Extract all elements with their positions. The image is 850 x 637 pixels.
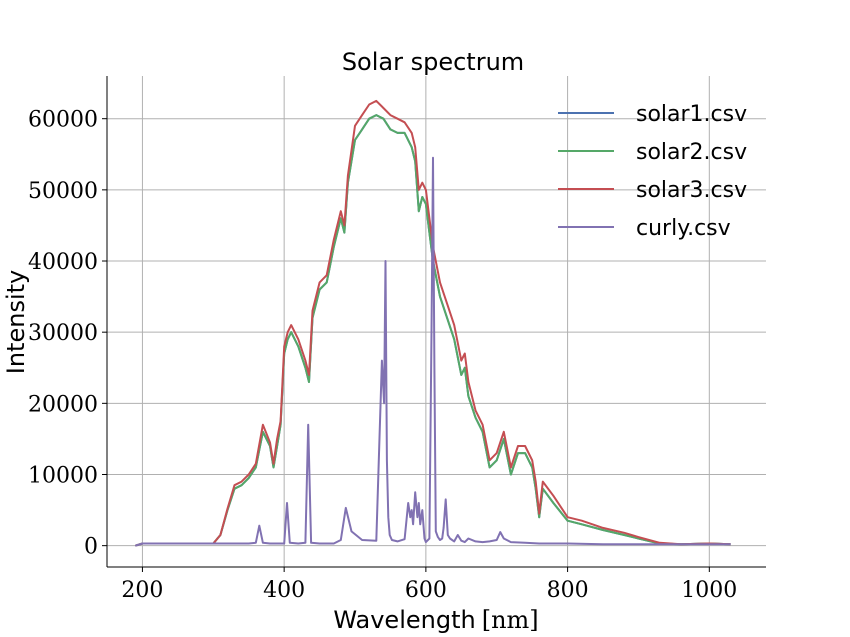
chart-title: Solar spectrum xyxy=(342,48,524,76)
legend: solar1.csv solar2.csv solar3.csv curly.csv xyxy=(558,102,747,241)
y-tick-label: 40000 xyxy=(28,250,98,275)
x-tick-label: 200 xyxy=(121,578,163,603)
y-tick-label: 30000 xyxy=(28,321,98,346)
x-tick-label: 1000 xyxy=(681,578,737,603)
x-axis-label: Wavelength [nm] xyxy=(333,606,538,634)
x-axis-label-text: Wavelength xyxy=(333,606,475,634)
y-tick-label: 10000 xyxy=(28,463,98,488)
x-tick-label: 600 xyxy=(405,578,447,603)
series-lines xyxy=(135,99,731,547)
legend-label: curly.csv xyxy=(636,216,731,241)
legend-label: solar3.csv xyxy=(636,178,747,203)
x-ticks: 200 400 600 800 1000 xyxy=(121,567,737,603)
axes xyxy=(106,76,766,568)
grid xyxy=(107,76,766,567)
x-tick-label: 800 xyxy=(547,578,589,603)
y-axis-label: Intensity xyxy=(2,270,30,374)
series-line-3 xyxy=(135,99,731,547)
y-tick-label: 60000 xyxy=(28,108,98,133)
legend-label: solar1.csv xyxy=(636,102,747,127)
y-tick-label: 20000 xyxy=(28,392,98,417)
y-tick-label: 50000 xyxy=(28,179,98,204)
y-ticks: 0 10000 20000 30000 40000 50000 60000 xyxy=(28,108,107,560)
y-tick-label: 0 xyxy=(84,535,98,560)
legend-label: solar2.csv xyxy=(636,140,747,165)
series-line-4 xyxy=(135,156,731,547)
x-axis-unit: [nm] xyxy=(482,606,539,634)
x-tick-label: 400 xyxy=(263,578,305,603)
